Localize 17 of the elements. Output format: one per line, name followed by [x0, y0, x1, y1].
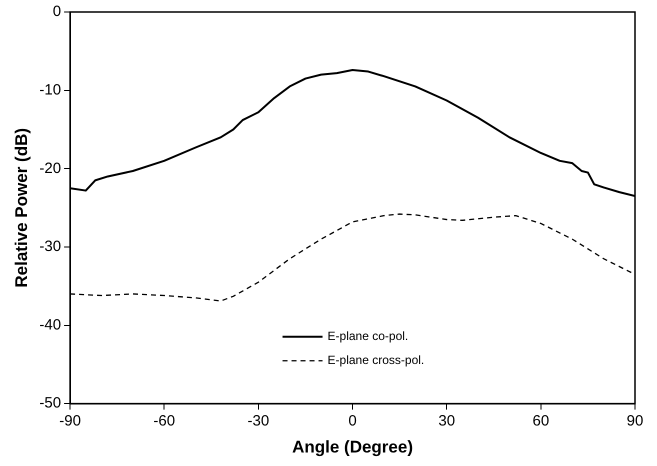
x-tick-label: 60: [532, 412, 550, 430]
x-tick-label: -60: [153, 412, 176, 430]
y-tick-label: -50: [39, 394, 62, 412]
x-axis-title: Angle (Degree): [292, 437, 413, 456]
x-tick-label: 30: [438, 412, 456, 430]
x-tick-label: -90: [59, 412, 81, 430]
y-tick-label: -10: [39, 81, 62, 98]
y-tick-label: -30: [39, 238, 62, 256]
y-tick-label: -20: [39, 160, 62, 177]
x-tick-label: 90: [626, 412, 644, 430]
y-tick-label: -40: [39, 316, 62, 334]
x-tick-label: -30: [248, 412, 270, 430]
x-tick-label: 0: [348, 412, 357, 430]
y-tick-label: 0: [52, 3, 62, 20]
y-axis-title: Relative Power (dB): [12, 128, 31, 288]
legend-label: E-plane co-pol.: [328, 329, 408, 344]
legend-label: E-plane cross-pol.: [328, 353, 424, 368]
